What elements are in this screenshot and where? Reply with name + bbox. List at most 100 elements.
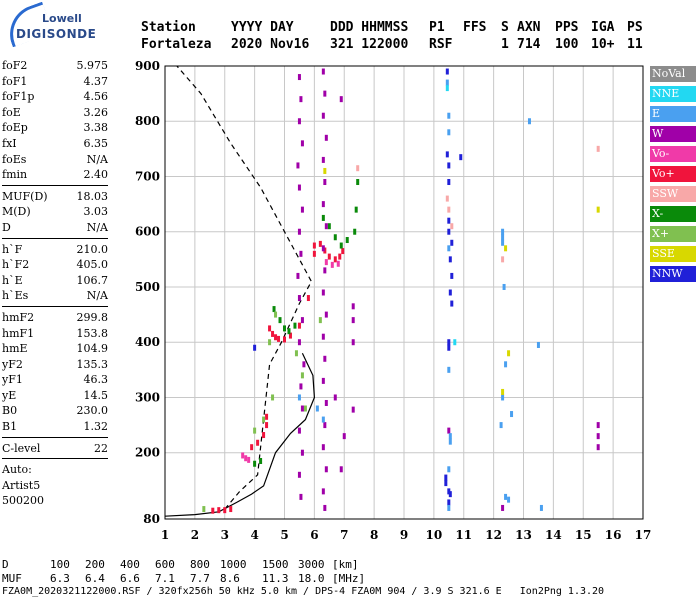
echo-trace-point [321, 156, 325, 163]
y-tick-label: 600 [135, 225, 160, 239]
header-value-pps: 100 [555, 37, 579, 52]
param-value: 4.56 [83, 90, 109, 104]
echo-trace-point [351, 303, 355, 310]
distance-unit: [km] [332, 558, 359, 571]
echo-trace-point [445, 195, 449, 202]
echo-trace-point [323, 422, 327, 429]
echo-trace-point [596, 206, 600, 213]
echo-trace-point [296, 272, 300, 279]
echo-trace-point [297, 295, 301, 302]
header-label-iga: IGA [591, 20, 615, 35]
echo-trace-point [507, 496, 511, 503]
y-tick-label: 300 [135, 390, 160, 404]
param-row-foes: foEs N/A [2, 152, 108, 168]
header-label-axn: AXN [517, 20, 541, 35]
echo-trace-point [450, 239, 454, 246]
echo-trace-point [351, 317, 355, 324]
echo-trace-point [265, 413, 269, 420]
echo-trace-point [501, 234, 505, 241]
echo-trace-point [299, 383, 303, 390]
echo-trace-point [351, 406, 355, 413]
echo-trace-point [596, 433, 600, 440]
echo-trace-point [501, 504, 505, 511]
echo-trace-point [312, 250, 316, 257]
param-name: foE [2, 105, 21, 119]
param-row-m-d-: M(D) 3.03 [2, 204, 108, 220]
echo-trace-point [499, 422, 503, 429]
legend-item-x-: X- [650, 206, 696, 222]
echo-trace-point [323, 90, 327, 97]
param-value: 230.0 [76, 404, 109, 418]
echo-trace-point [244, 455, 248, 462]
echo-trace-point [318, 317, 322, 324]
param-group-critical-frequencies: foF2 5.975 foF1 4.37 foF1p 4.56 foE 3.26 foEp 3.3… [2, 58, 108, 183]
echo-trace-point [283, 336, 286, 343]
echo-trace-point [333, 234, 337, 241]
echo-trace-point [447, 499, 451, 506]
echo-trace-point [294, 350, 298, 357]
echo-trace-point [510, 411, 514, 418]
echo-trace-point [445, 68, 449, 75]
param-row-b1: B1 1.32 [2, 419, 108, 435]
param-group-virtual-heights: h`F 210.0 h`F2 405.0 h`E 106.7 h`Es N/A [2, 242, 108, 304]
echo-trace-point [229, 506, 233, 513]
header-value-s: 1 [501, 37, 509, 52]
echo-trace-point [527, 118, 531, 125]
echo-trace-point [300, 449, 304, 456]
echo-trace-point [265, 422, 269, 429]
x-tick-label: 1 [161, 528, 169, 542]
distance-row: D [2, 558, 9, 571]
echo-trace-point [459, 154, 463, 161]
param-name: B0 [2, 404, 18, 418]
echo-trace-point [504, 493, 508, 500]
echo-trace-point [323, 504, 327, 511]
file-info-footer: FZA0M_2020321122000.RSF / 320fx256h 50 k… [2, 586, 605, 597]
param-name: hmF1 [2, 326, 35, 340]
echo-trace-point [223, 507, 227, 514]
echo-trace-point [262, 432, 266, 439]
echo-trace-point [504, 245, 508, 252]
echo-trace-point [271, 330, 275, 337]
muf-unit: [MHz] [332, 572, 366, 585]
echo-trace-point [539, 504, 543, 511]
echo-trace-point [330, 261, 334, 268]
echo-trace-point [323, 179, 327, 186]
echo-trace-point [297, 118, 301, 125]
echo-trace-point [323, 267, 327, 274]
echo-trace-point [447, 245, 451, 252]
distance-label: D [2, 558, 9, 571]
echo-trace-point [447, 466, 451, 473]
echo-trace-point [297, 74, 301, 81]
param-value: 153.8 [76, 326, 109, 340]
echo-trace-point [300, 140, 304, 147]
muf-value: 7.7 [190, 572, 210, 585]
param-name: yF1 [2, 373, 23, 387]
echo-trace-point [318, 240, 322, 247]
param-value: 14.5 [83, 388, 109, 402]
distance-value: 800 [190, 558, 210, 571]
param-row-h-es: h`Es N/A [2, 288, 108, 304]
echo-trace-point [448, 491, 452, 498]
echo-trace-point [297, 228, 301, 235]
distance-value: 1500 [262, 558, 289, 571]
param-name: foEp [2, 121, 28, 135]
echo-trace-point [321, 377, 325, 384]
echo-trace-point [356, 165, 360, 172]
param-value: 135.3 [76, 357, 109, 371]
param-name: h`Es [2, 289, 29, 303]
echo-trace-point [296, 162, 300, 169]
echo-trace-point [450, 223, 454, 230]
param-name: yE [2, 388, 17, 402]
echo-trace-point [299, 250, 303, 257]
echo-trace-point [342, 433, 346, 440]
echo-trace-point [300, 317, 304, 324]
param-group-muf: MUF(D) 18.03 M(D) 3.03 D N/A [2, 189, 108, 236]
legend-item-x-: X+ [650, 226, 696, 242]
echo-trace-point [315, 405, 319, 412]
x-tick-label: 14 [545, 528, 562, 542]
echo-trace-point [345, 237, 349, 244]
x-tick-label: 3 [221, 528, 229, 542]
y-tick-label: 800 [135, 114, 160, 128]
echo-trace-point [321, 488, 325, 495]
echo-trace-point [278, 317, 282, 324]
